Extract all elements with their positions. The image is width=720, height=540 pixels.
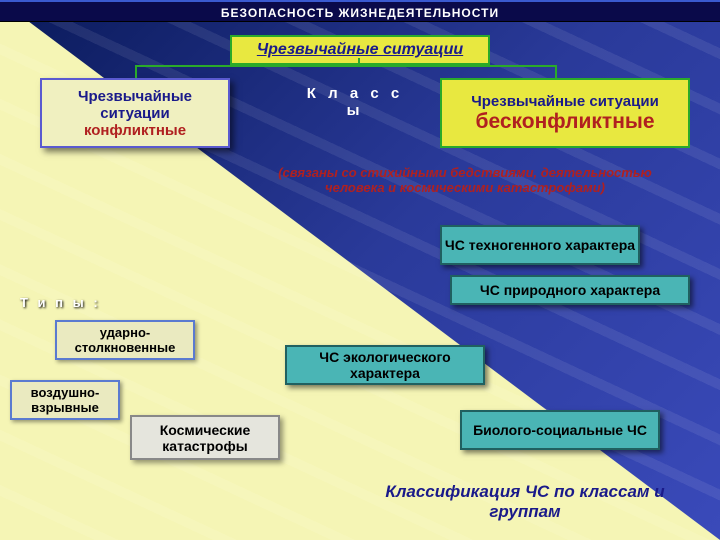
- class-noconflict-title: Чрезвычайные ситуации: [471, 93, 659, 110]
- box-eco: ЧС экологического характера: [285, 345, 485, 385]
- class-conflict-title: Чрезвычайные ситуации: [42, 88, 228, 122]
- type-air-explosive-box: воздушно-взрывные: [10, 380, 120, 420]
- box-techno: ЧС техногенного характера: [440, 225, 640, 265]
- description-text: (связаны со стихийными бедствиями, деяте…: [250, 165, 680, 195]
- class-conflict-sub: конфликтные: [84, 122, 186, 139]
- box-cosmic: Космические катастрофы: [130, 415, 280, 460]
- main-title-box: Чрезвычайные ситуации: [230, 35, 490, 65]
- footer-caption: Классификация ЧС по классам и группам: [360, 482, 690, 522]
- class-noconflict-box: Чрезвычайные ситуации бесконфликтные: [440, 78, 690, 148]
- box-bio: Биолого-социальные ЧС: [460, 410, 660, 450]
- types-label: Т и п ы :: [20, 295, 101, 310]
- class-conflict-box: Чрезвычайные ситуации конфликтные: [40, 78, 230, 148]
- classes-label: К л а с с ы: [300, 85, 410, 119]
- box-nature: ЧС природного характера: [450, 275, 690, 305]
- class-noconflict-sub: бесконфликтные: [476, 110, 655, 134]
- type-impact-box: ударно-столкновенные: [55, 320, 195, 360]
- header-bar: БЕЗОПАСНОСТЬ ЖИЗНЕДЕЯТЕЛЬНОСТИ: [0, 0, 720, 22]
